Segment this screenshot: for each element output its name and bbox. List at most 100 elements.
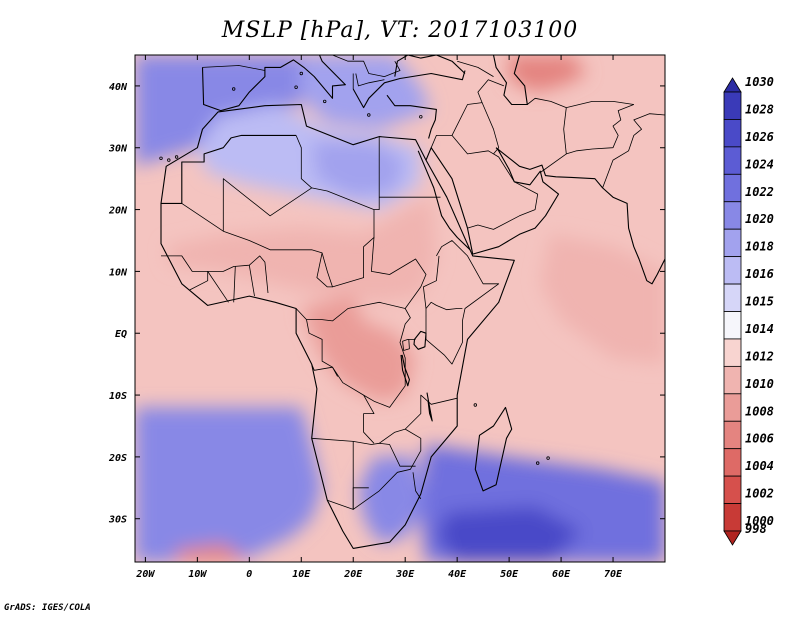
border-18 — [327, 487, 369, 510]
border-15 — [352, 428, 422, 510]
lon-tick-label: 70E — [604, 569, 623, 580]
colorbar-swatch — [723, 228, 742, 258]
lon-tick-label: 10W — [188, 569, 207, 580]
colorbar-swatch — [723, 420, 742, 450]
colorbar-label: 1022 — [745, 185, 774, 199]
colorbar-label: 1018 — [745, 240, 774, 254]
pressure-region-south-atlantic-high — [135, 407, 323, 562]
border-33 — [355, 73, 385, 87]
island-8 — [294, 85, 298, 89]
border-9 — [233, 266, 236, 303]
lon-tick-label: 50E — [500, 569, 519, 580]
lake-tanganyika — [400, 354, 410, 387]
black-sea — [394, 55, 466, 77]
lon-tick-label: 10E — [292, 569, 311, 580]
island-5 — [546, 456, 550, 460]
colorbar-label: 1000 — [745, 514, 774, 528]
pressure-region-iran-low — [509, 55, 588, 93]
lon-tick-label: 60E — [552, 569, 571, 580]
border-21 — [423, 255, 440, 309]
colorbar-swatch — [723, 338, 742, 367]
map-axes: 20W 10W 0 10E 20E 30E 40E 50E 60E 70E 40N 30N 20N 10N… — [108, 55, 665, 580]
map-frame — [134, 54, 666, 563]
lat-tick-label: 30N — [108, 144, 128, 155]
border-30 — [457, 60, 494, 77]
border-8 — [189, 271, 229, 303]
border-4 — [374, 136, 380, 210]
border-24 — [451, 135, 539, 230]
island-2 — [174, 155, 179, 159]
colorbar-swatch — [723, 201, 742, 230]
lat-tick-label: EQ — [115, 329, 127, 340]
coastlines — [123, 55, 665, 549]
lat-tick-label: 30S — [108, 515, 127, 526]
colorbar-label: 1004 — [745, 459, 774, 473]
lake-malawi — [426, 392, 433, 422]
island-13 — [231, 87, 236, 91]
colorbar-label: 1028 — [745, 102, 774, 116]
colorbar-label: 1020 — [745, 212, 774, 226]
colorbar-label: 1016 — [745, 267, 774, 281]
lat-tick-label: 10N — [109, 267, 128, 278]
lon-tick-label: 30E — [395, 569, 415, 580]
lon-tick-label: 40E — [448, 569, 467, 580]
colorbar-swatch — [723, 77, 742, 93]
colorbar-label: 1014 — [745, 322, 774, 336]
pressure-region-libya-high — [311, 141, 406, 198]
colorbar-label: 1030 — [745, 75, 774, 89]
lon-tick-label: 20E — [343, 569, 363, 580]
border-23 — [430, 102, 500, 155]
island-6 — [536, 461, 540, 465]
colorbar-swatch — [723, 503, 742, 532]
pressure-region-sw-atlantic-low — [176, 543, 250, 562]
border-7 — [161, 255, 269, 294]
colorbar-swatch — [723, 475, 742, 504]
colorbar-label: 1026 — [745, 130, 774, 144]
border-13 — [311, 363, 338, 377]
border-27 — [566, 104, 634, 155]
colorbar-swatch — [723, 146, 742, 175]
colorbar-label: 1010 — [745, 377, 774, 391]
turkey-south — [386, 94, 437, 139]
colorbar-label: 1002 — [745, 487, 774, 501]
colorbar-swatch — [723, 256, 742, 285]
pressure-field — [135, 55, 665, 562]
pressure-region-central-africa-low — [301, 296, 416, 402]
island-12 — [299, 71, 303, 76]
border-17 — [379, 442, 416, 467]
island-10 — [367, 113, 371, 117]
colorbar-swatch — [723, 393, 742, 422]
colorbar-swatch — [723, 448, 742, 477]
border-14 — [311, 394, 458, 445]
border-20 — [425, 240, 500, 365]
island-0 — [167, 158, 171, 162]
colorbar-swatch — [723, 311, 742, 340]
border-3 — [295, 135, 312, 189]
sahara-borders — [161, 134, 297, 204]
island-4 — [123, 233, 126, 236]
lat-tick-label: 40N — [109, 82, 128, 93]
pressure-region-indian-ocean-core — [436, 506, 582, 562]
pressure-region-southern-africa-high — [358, 456, 426, 544]
border-25 — [477, 79, 505, 103]
colorbar-label: 1006 — [745, 432, 774, 446]
persian-gulf — [495, 147, 665, 285]
lake-victoria — [413, 330, 427, 350]
border-2 — [181, 178, 375, 288]
pressure-region-arabian-sea-low — [540, 234, 665, 365]
red-sea-west — [417, 150, 471, 251]
island-3 — [126, 239, 129, 242]
chart-title: MSLP [hPa], VT: 2017103100 — [221, 18, 579, 43]
colorbar-label: 1024 — [745, 157, 774, 171]
border-12 — [295, 308, 411, 408]
colorbar-swatch — [723, 91, 742, 120]
border-29 — [527, 97, 567, 108]
colorbar-label: 1015 — [745, 295, 774, 309]
colorbar-swatch — [723, 119, 742, 148]
island-11 — [419, 115, 423, 119]
colorbar-swatch — [723, 530, 742, 546]
arabia-coast — [425, 147, 560, 255]
border-32 — [319, 55, 401, 77]
colorbar-swatch — [723, 173, 742, 203]
